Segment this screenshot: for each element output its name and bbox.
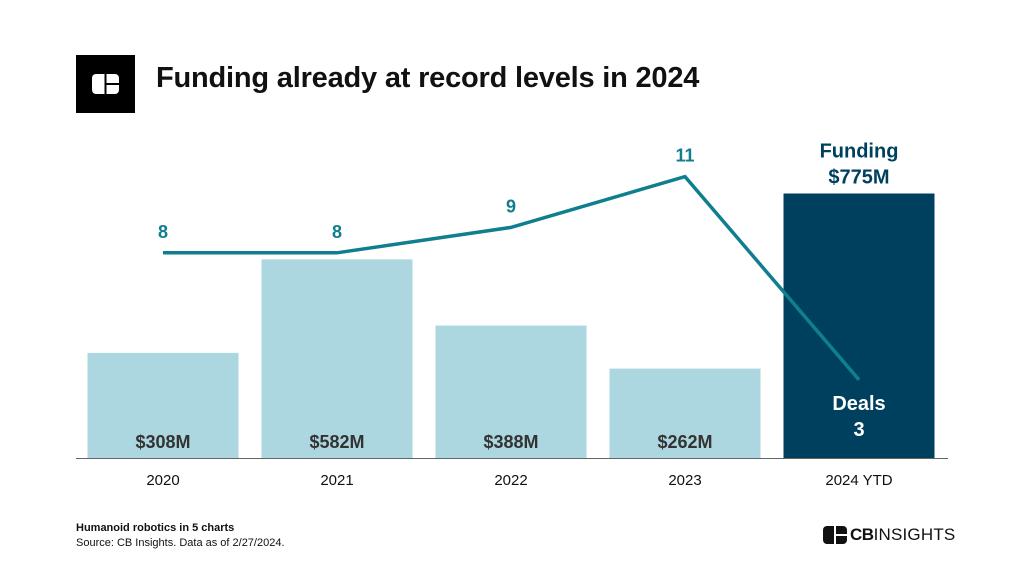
deals-label-2021: 8 [332,222,342,242]
brand-logo: CB INSIGHTS [823,524,955,546]
bar-2021 [261,259,413,458]
funding-label-2022: $388M [483,432,538,452]
deals-line [163,174,861,381]
x-tick-2023: 2023 [668,472,701,489]
deals-label-2023: 11 [675,146,694,166]
funding-label-2021: $582M [309,432,364,452]
funding-label-2020: $308M [135,432,190,452]
funding-label-2023: $262M [657,432,712,452]
deals-label-2024-ytd: 3 [853,419,864,441]
bar-2023 [609,368,761,458]
bar-2022 [435,325,587,458]
deals-annotation-title: Deals [832,393,885,415]
funding-annotation-title: Funding [820,140,899,162]
brand-cb: CB [850,525,874,544]
bar-2020 [87,352,239,458]
bar-2024-ytd [783,193,935,458]
footer-title: Humanoid robotics in 5 charts [76,522,235,534]
funding-label-2024-ytd: $775M [828,166,889,188]
brand-insights: INSIGHTS [873,525,956,544]
deals-label-2022: 9 [506,196,516,216]
footer-source: Source: CB Insights. Data as of 2/27/202… [76,537,285,549]
x-tick-2020: 2020 [146,472,179,489]
x-tick-2022: 2022 [494,472,527,489]
cb-logo-icon [823,526,847,544]
chart-title: Funding already at record levels in 2024 [156,62,700,94]
x-tick-2024-ytd: 2024 YTD [825,472,892,489]
cb-logo-icon [92,74,119,94]
header-logo [76,55,135,113]
deals-label-2020: 8 [158,222,168,242]
x-tick-2021: 2021 [320,472,353,489]
